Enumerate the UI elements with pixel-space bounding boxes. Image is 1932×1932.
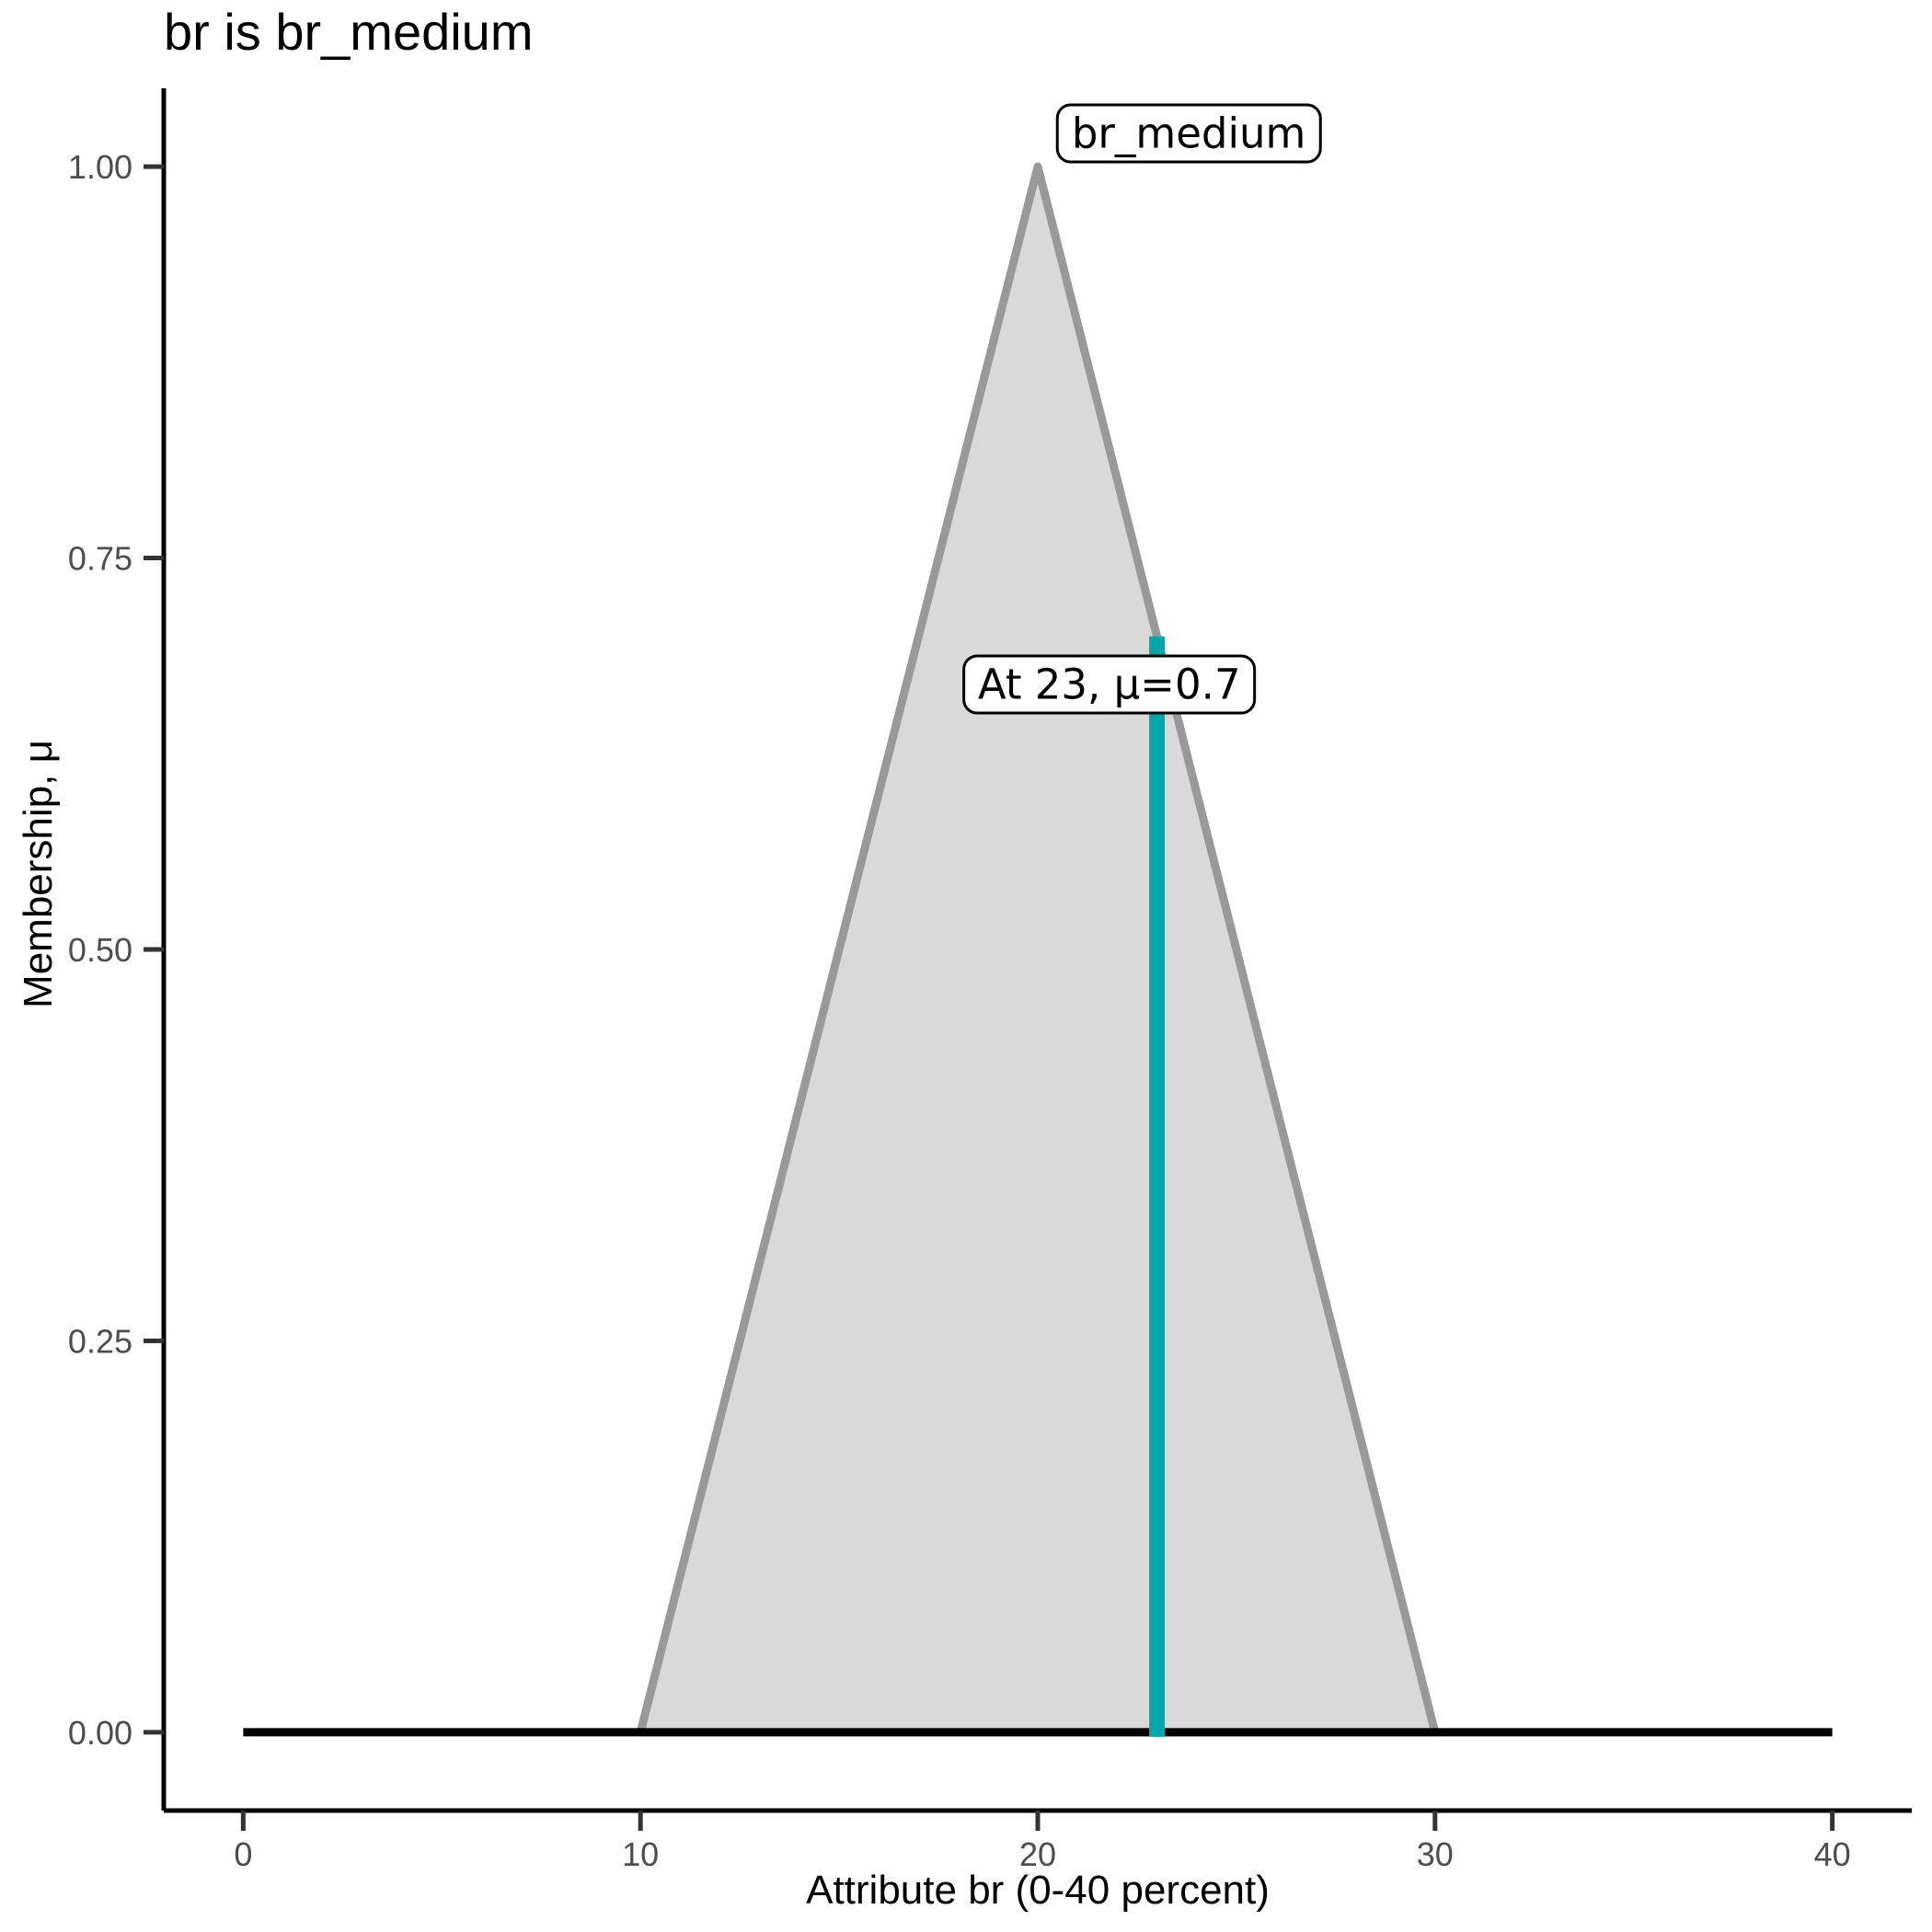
x-axis-title: Attribute br (0-40 percent) (806, 1868, 1270, 1913)
x-tick-label: 10 (622, 1835, 659, 1873)
y-tick-label: 0.50 (68, 931, 132, 969)
chart-title: br is br_medium (164, 3, 534, 61)
crisp-value-annotation: At 23, μ=0.7 (961, 654, 1257, 715)
y-tick-label: 1.00 (68, 148, 132, 186)
y-tick-label: 0.00 (68, 1714, 132, 1752)
x-tick-label: 20 (1019, 1835, 1056, 1873)
y-tick-label: 0.75 (68, 540, 132, 578)
membership-polygon-br_medium (636, 162, 1440, 1737)
set-label-annotation: br_medium (1055, 103, 1322, 164)
x-tick-label: 30 (1417, 1835, 1454, 1873)
x-tick-label: 40 (1814, 1835, 1851, 1873)
x-tick-label: 0 (234, 1835, 252, 1873)
y-tick-label: 0.25 (68, 1322, 132, 1360)
